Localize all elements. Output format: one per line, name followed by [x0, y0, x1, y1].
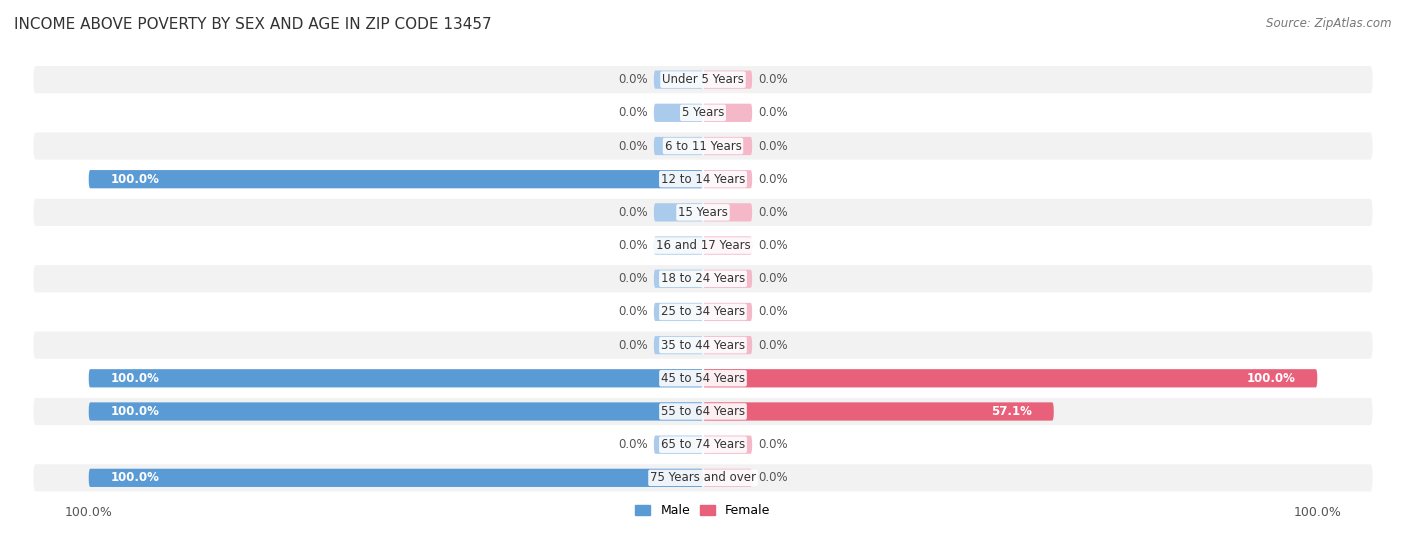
- Text: 0.0%: 0.0%: [758, 140, 787, 153]
- FancyBboxPatch shape: [703, 435, 752, 454]
- Legend: Male, Female: Male, Female: [630, 499, 776, 522]
- FancyBboxPatch shape: [89, 369, 703, 387]
- Text: 0.0%: 0.0%: [619, 438, 648, 451]
- Text: 0.0%: 0.0%: [619, 140, 648, 153]
- Text: 0.0%: 0.0%: [619, 106, 648, 119]
- Text: 15 Years: 15 Years: [678, 206, 728, 219]
- FancyBboxPatch shape: [654, 137, 703, 155]
- FancyBboxPatch shape: [34, 99, 1372, 126]
- FancyBboxPatch shape: [34, 464, 1372, 491]
- Text: 100.0%: 100.0%: [110, 471, 159, 484]
- FancyBboxPatch shape: [703, 303, 752, 321]
- Text: 0.0%: 0.0%: [619, 206, 648, 219]
- FancyBboxPatch shape: [703, 137, 752, 155]
- FancyBboxPatch shape: [703, 369, 1317, 387]
- Text: 25 to 34 Years: 25 to 34 Years: [661, 305, 745, 319]
- FancyBboxPatch shape: [703, 103, 752, 122]
- FancyBboxPatch shape: [654, 336, 703, 354]
- Text: 0.0%: 0.0%: [758, 339, 787, 352]
- FancyBboxPatch shape: [89, 469, 703, 487]
- FancyBboxPatch shape: [34, 331, 1372, 359]
- Text: 0.0%: 0.0%: [758, 471, 787, 484]
- Text: Under 5 Years: Under 5 Years: [662, 73, 744, 86]
- FancyBboxPatch shape: [654, 203, 703, 221]
- FancyBboxPatch shape: [703, 402, 1053, 420]
- FancyBboxPatch shape: [703, 70, 752, 89]
- FancyBboxPatch shape: [89, 170, 703, 188]
- FancyBboxPatch shape: [654, 435, 703, 454]
- FancyBboxPatch shape: [703, 203, 752, 221]
- Text: 0.0%: 0.0%: [758, 173, 787, 186]
- Text: 6 to 11 Years: 6 to 11 Years: [665, 140, 741, 153]
- Text: 100.0%: 100.0%: [110, 372, 159, 385]
- Text: 0.0%: 0.0%: [758, 438, 787, 451]
- Text: 45 to 54 Years: 45 to 54 Years: [661, 372, 745, 385]
- FancyBboxPatch shape: [703, 269, 752, 288]
- Text: INCOME ABOVE POVERTY BY SEX AND AGE IN ZIP CODE 13457: INCOME ABOVE POVERTY BY SEX AND AGE IN Z…: [14, 17, 492, 32]
- Text: 0.0%: 0.0%: [758, 73, 787, 86]
- FancyBboxPatch shape: [703, 336, 752, 354]
- FancyBboxPatch shape: [34, 431, 1372, 458]
- Text: 5 Years: 5 Years: [682, 106, 724, 119]
- Text: 0.0%: 0.0%: [619, 305, 648, 319]
- FancyBboxPatch shape: [34, 232, 1372, 259]
- FancyBboxPatch shape: [654, 303, 703, 321]
- Text: 65 to 74 Years: 65 to 74 Years: [661, 438, 745, 451]
- Text: 0.0%: 0.0%: [619, 272, 648, 285]
- FancyBboxPatch shape: [34, 299, 1372, 325]
- Text: 57.1%: 57.1%: [991, 405, 1032, 418]
- Text: 0.0%: 0.0%: [758, 106, 787, 119]
- FancyBboxPatch shape: [34, 398, 1372, 425]
- FancyBboxPatch shape: [89, 402, 703, 420]
- FancyBboxPatch shape: [703, 469, 752, 487]
- Text: 0.0%: 0.0%: [758, 305, 787, 319]
- FancyBboxPatch shape: [34, 364, 1372, 392]
- FancyBboxPatch shape: [703, 236, 752, 255]
- FancyBboxPatch shape: [34, 265, 1372, 292]
- Text: 0.0%: 0.0%: [758, 239, 787, 252]
- Text: 0.0%: 0.0%: [619, 73, 648, 86]
- Text: 0.0%: 0.0%: [758, 272, 787, 285]
- Text: 100.0%: 100.0%: [110, 173, 159, 186]
- FancyBboxPatch shape: [34, 132, 1372, 160]
- Text: 35 to 44 Years: 35 to 44 Years: [661, 339, 745, 352]
- FancyBboxPatch shape: [703, 170, 752, 188]
- FancyBboxPatch shape: [654, 269, 703, 288]
- Text: 0.0%: 0.0%: [619, 239, 648, 252]
- Text: 12 to 14 Years: 12 to 14 Years: [661, 173, 745, 186]
- Text: Source: ZipAtlas.com: Source: ZipAtlas.com: [1267, 17, 1392, 30]
- Text: 100.0%: 100.0%: [110, 405, 159, 418]
- Text: 55 to 64 Years: 55 to 64 Years: [661, 405, 745, 418]
- FancyBboxPatch shape: [34, 165, 1372, 193]
- FancyBboxPatch shape: [654, 236, 703, 255]
- FancyBboxPatch shape: [34, 66, 1372, 93]
- Text: 0.0%: 0.0%: [619, 339, 648, 352]
- Text: 75 Years and over: 75 Years and over: [650, 471, 756, 484]
- FancyBboxPatch shape: [34, 199, 1372, 226]
- Text: 16 and 17 Years: 16 and 17 Years: [655, 239, 751, 252]
- Text: 18 to 24 Years: 18 to 24 Years: [661, 272, 745, 285]
- Text: 100.0%: 100.0%: [1247, 372, 1296, 385]
- FancyBboxPatch shape: [654, 70, 703, 89]
- FancyBboxPatch shape: [654, 103, 703, 122]
- Text: 0.0%: 0.0%: [758, 206, 787, 219]
